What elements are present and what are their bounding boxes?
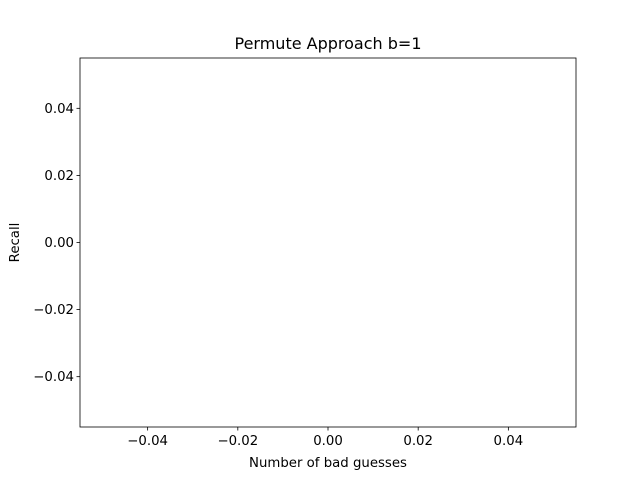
y-tick-label: 0.00 [44, 236, 74, 251]
y-axis-label: Recall [8, 223, 23, 263]
x-tick-label: 0.00 [313, 434, 343, 449]
y-tick-label: −0.04 [33, 370, 74, 385]
plot-area [80, 58, 576, 427]
x-tick-label: 0.04 [494, 434, 524, 449]
x-tick-label: −0.04 [127, 434, 168, 449]
x-axis-ticks: −0.04 −0.02 0.00 0.02 0.04 [127, 427, 523, 449]
y-axis-ticks: −0.04 −0.02 0.00 0.02 0.04 [33, 102, 80, 385]
chart-title: Permute Approach b=1 [235, 34, 422, 53]
x-axis-label: Number of bad guesses [249, 456, 407, 471]
y-tick-label: −0.02 [33, 303, 74, 318]
x-tick-label: −0.02 [217, 434, 258, 449]
plot-frame [79, 57, 577, 428]
y-tick-label: 0.04 [44, 102, 74, 117]
x-tick-label: 0.02 [403, 434, 433, 449]
y-tick-label: 0.02 [44, 169, 74, 184]
